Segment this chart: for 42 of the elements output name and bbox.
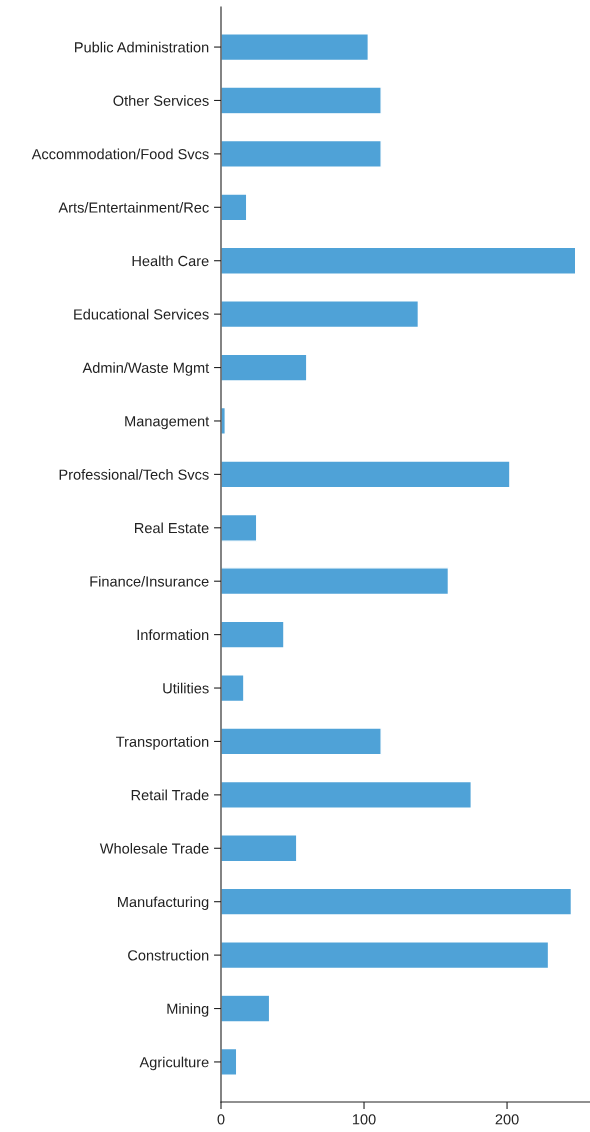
y-tick-label: Agriculture	[139, 1056, 209, 1071]
y-tick-label: Finance/Insurance	[90, 575, 209, 587]
y-tick-label: Manufacturing	[117, 896, 209, 911]
bar	[221, 86, 382, 115]
x-tick-label: 0	[217, 1114, 225, 1125]
y-tick-label: Public Administration	[75, 41, 209, 53]
bar	[221, 1047, 238, 1076]
y-tick-label: Educational Services	[74, 308, 209, 320]
bar	[221, 33, 370, 62]
y-tick-label: Construction	[128, 949, 209, 961]
x-tick-label: 100	[352, 1114, 376, 1125]
y-tick-label: Accommodation/Food Svcs	[31, 148, 209, 160]
y-tick-label: Transportation	[116, 736, 209, 750]
y-tick-label: Admin/Waste Mgmt	[82, 362, 210, 376]
x-tick-label: 200	[495, 1114, 519, 1125]
y-tick-label: Real Estate	[135, 522, 209, 534]
y-tick-label: Management	[125, 416, 210, 430]
bar	[221, 673, 245, 703]
bar	[221, 780, 472, 809]
bar	[221, 193, 248, 222]
bar	[221, 353, 308, 382]
y-tick-label: Professional/Tech Svcs	[59, 469, 209, 480]
bar	[221, 139, 382, 168]
bar	[221, 460, 511, 489]
bar	[221, 834, 298, 863]
y-tick-label: Health Care	[132, 255, 209, 267]
y-tick-label: Mining	[167, 1003, 209, 1017]
y-tick-label: Information	[137, 629, 209, 641]
bar	[221, 887, 573, 916]
bar	[221, 994, 271, 1023]
bar	[221, 727, 382, 756]
y-tick-label: Wholesale Trade	[99, 843, 209, 854]
bar	[221, 567, 450, 596]
bar	[221, 620, 285, 649]
y-tick-label: Arts/Entertainment/Rec	[58, 202, 209, 213]
y-tick-label: Retail Trade	[131, 789, 209, 801]
bar	[221, 513, 258, 542]
bar	[221, 246, 577, 275]
y-tick-label: Utilities	[163, 682, 209, 694]
bar	[221, 941, 550, 970]
bar	[221, 300, 420, 329]
y-tick-label: Other Services	[113, 95, 209, 106]
